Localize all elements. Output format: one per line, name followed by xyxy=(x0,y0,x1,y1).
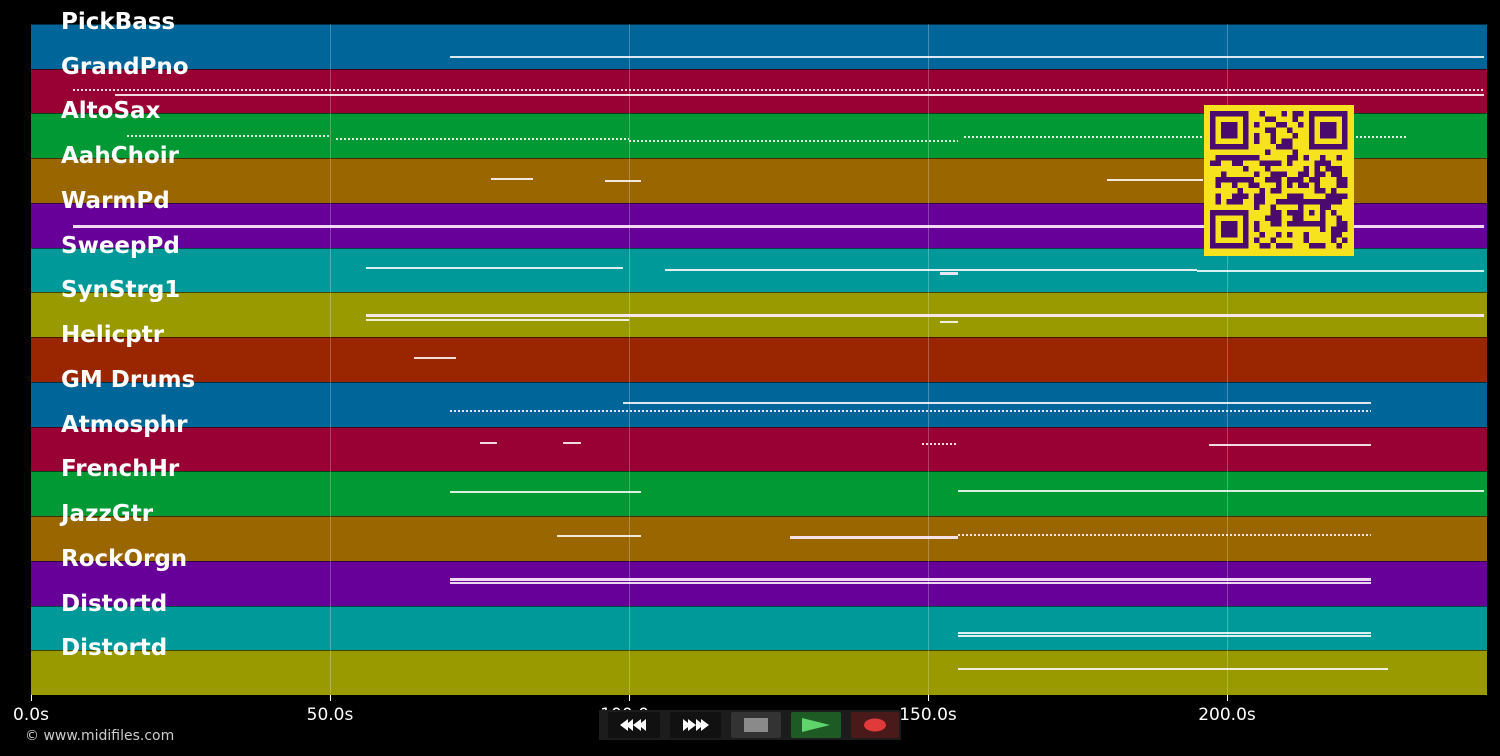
note-segment xyxy=(449,581,1371,584)
grid-line xyxy=(928,24,929,695)
note-segment xyxy=(1209,443,1371,446)
stop-icon xyxy=(744,718,768,732)
grid-line xyxy=(629,24,630,695)
fast-forward-button[interactable] xyxy=(670,712,721,738)
note-segment xyxy=(790,536,958,540)
grid-line xyxy=(330,24,331,695)
axis-tick xyxy=(1227,695,1228,701)
track-row[interactable] xyxy=(31,471,1487,517)
note-segment xyxy=(491,178,534,181)
note-segment xyxy=(413,357,456,360)
record-icon xyxy=(864,718,886,732)
note-segment xyxy=(957,634,1371,637)
axis-tick xyxy=(928,695,929,701)
rewind-icon xyxy=(620,719,646,731)
copyright-text: © www.midifiles.com xyxy=(25,728,175,744)
qr-code xyxy=(1204,105,1354,256)
play-button[interactable] xyxy=(791,712,841,738)
axis-tick-label: 200.0s xyxy=(1198,705,1256,725)
note-segment xyxy=(957,490,1485,493)
axis-tick xyxy=(330,695,331,701)
track-label: FrenchHr xyxy=(61,456,180,483)
note-segment xyxy=(957,631,1371,634)
track-row[interactable] xyxy=(31,337,1487,382)
axis-tick-label: 0.0s xyxy=(13,705,49,725)
note-segment xyxy=(623,401,1371,404)
note-segment xyxy=(922,442,958,445)
track-label: Distortd xyxy=(61,590,168,617)
rewind-button[interactable] xyxy=(608,712,660,738)
note-segment xyxy=(365,314,1485,318)
track-label: AltoSax xyxy=(61,98,161,125)
track-label: AahChoir xyxy=(61,143,179,170)
track-label: GrandPno xyxy=(61,53,189,80)
track-label: Distortd xyxy=(61,635,168,662)
note-segment xyxy=(957,668,1389,671)
note-segment xyxy=(72,224,1485,228)
axis-tick xyxy=(31,695,32,701)
track-label: GM Drums xyxy=(61,366,196,393)
track-label: Atmosphr xyxy=(61,411,188,438)
axis-tick-label: 50.0s xyxy=(306,705,354,725)
track-label: SynStrg1 xyxy=(61,277,181,304)
note-segment xyxy=(1197,269,1485,272)
track-row[interactable] xyxy=(31,426,1487,472)
track-label: PickBass xyxy=(61,9,176,35)
note-segment xyxy=(629,140,958,143)
note-segment xyxy=(449,577,1371,581)
track-label: JazzGtr xyxy=(61,501,154,528)
stop-button[interactable] xyxy=(731,712,781,738)
track-label: Helicptr xyxy=(61,322,165,349)
note-segment xyxy=(114,93,1485,96)
axis-tick-label: 150.0s xyxy=(899,705,957,725)
track-row[interactable] xyxy=(31,24,1487,69)
note-segment xyxy=(957,534,1371,537)
note-segment xyxy=(557,535,641,538)
track-label: RockOrgn xyxy=(61,545,188,572)
track-row[interactable] xyxy=(31,605,1487,651)
fast-forward-icon xyxy=(682,719,709,731)
note-segment xyxy=(72,88,1485,91)
transport-controls xyxy=(599,710,901,740)
note-segment xyxy=(449,409,1371,412)
note-segment xyxy=(335,138,629,141)
play-icon xyxy=(802,718,830,732)
note-segment xyxy=(963,136,1407,139)
grid-line xyxy=(1227,24,1228,695)
qr-code-icon xyxy=(1210,111,1348,249)
note-segment xyxy=(479,441,498,444)
axis-tick xyxy=(629,695,630,701)
track-label: SweepPd xyxy=(61,232,180,259)
note-segment xyxy=(563,441,582,444)
note-segment xyxy=(1107,179,1204,182)
note-segment xyxy=(939,271,958,275)
record-button[interactable] xyxy=(851,712,899,738)
note-segment xyxy=(664,268,1198,271)
track-label: WarmPd xyxy=(61,187,170,214)
note-segment xyxy=(126,135,330,138)
note-segment xyxy=(449,491,641,494)
note-segment xyxy=(605,180,641,183)
track-row[interactable] xyxy=(31,381,1487,427)
note-segment xyxy=(365,266,623,269)
track-row[interactable] xyxy=(31,650,1487,695)
track-row[interactable] xyxy=(31,516,1487,561)
note-segment xyxy=(449,56,1485,58)
note-segment xyxy=(365,319,629,322)
note-segment xyxy=(939,321,958,324)
